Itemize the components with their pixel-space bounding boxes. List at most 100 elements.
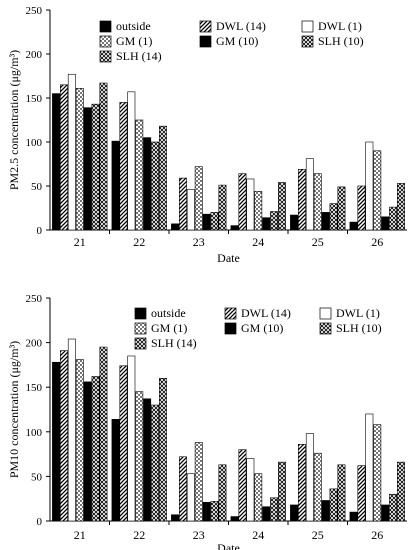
bar bbox=[297, 168, 306, 231]
bar bbox=[321, 212, 330, 231]
legend-swatch bbox=[134, 337, 147, 350]
bar bbox=[67, 73, 76, 231]
bar bbox=[305, 433, 314, 522]
bar bbox=[210, 501, 219, 522]
bar bbox=[389, 493, 397, 522]
y-axis-label: PM10 concentration (μg/m³) bbox=[7, 341, 21, 478]
bar bbox=[127, 91, 136, 231]
x-tick-label: 25 bbox=[312, 528, 324, 542]
x-tick-label: 22 bbox=[133, 235, 145, 249]
bar bbox=[111, 140, 120, 231]
bar bbox=[329, 488, 338, 522]
legend: outside DWL (14) DWL (1) GM (1) GM (10) SLH (… bbox=[134, 306, 382, 350]
bar bbox=[179, 456, 187, 522]
bar bbox=[305, 158, 314, 231]
y-tick-label: 0 bbox=[37, 516, 43, 528]
bar bbox=[290, 504, 298, 522]
bar bbox=[277, 461, 286, 522]
x-tick-label: 25 bbox=[312, 235, 324, 249]
pm10-chart-panel: 0 50 100 150 200 250 PM10 concentration (μg/m³… bbox=[7, 293, 407, 550]
bar bbox=[59, 350, 68, 522]
legend: outside DWL (14) DWL (1) GM (1) GM (10) SLH (… bbox=[99, 19, 364, 63]
bar bbox=[194, 442, 203, 522]
bar bbox=[321, 500, 330, 522]
legend-label: GM (1) bbox=[116, 34, 152, 48]
legend-label: SLH (14) bbox=[151, 336, 197, 350]
bar bbox=[246, 178, 255, 231]
bar bbox=[270, 211, 278, 231]
legend-label: SLH (10) bbox=[318, 34, 364, 48]
bar bbox=[67, 338, 76, 522]
bar bbox=[171, 223, 179, 231]
legend-label: DWL (1) bbox=[336, 306, 380, 320]
bar bbox=[75, 359, 84, 522]
bar bbox=[246, 458, 255, 522]
bar bbox=[337, 186, 346, 231]
bar bbox=[59, 84, 68, 231]
bar bbox=[349, 221, 358, 231]
bar bbox=[365, 141, 374, 231]
legend-label: GM (10) bbox=[241, 321, 283, 335]
legend-label: SLH (10) bbox=[336, 321, 382, 335]
bar bbox=[202, 501, 211, 522]
y-axis-label: PM2.5 concentration (μg/m³) bbox=[7, 50, 21, 190]
x-tick-label: 23 bbox=[193, 528, 205, 542]
bar bbox=[111, 419, 120, 522]
bar bbox=[83, 107, 92, 231]
bar bbox=[171, 514, 179, 522]
bar bbox=[159, 125, 167, 231]
y-tick-label: 50 bbox=[31, 181, 43, 193]
bar bbox=[135, 119, 144, 231]
x-axis-label: Date bbox=[217, 541, 240, 550]
bar bbox=[135, 391, 144, 522]
legend-swatch bbox=[134, 322, 147, 335]
legend-label: DWL (1) bbox=[318, 19, 362, 33]
bar bbox=[262, 217, 271, 231]
legend-swatch bbox=[199, 20, 212, 33]
legend-swatch bbox=[224, 322, 237, 335]
bar bbox=[349, 511, 358, 522]
x-tick-label: 24 bbox=[252, 235, 264, 249]
y-tick-label: 100 bbox=[26, 427, 43, 439]
bar bbox=[143, 398, 152, 522]
legend-swatch bbox=[319, 307, 332, 320]
bar bbox=[290, 214, 298, 231]
x-tick-label: 24 bbox=[252, 528, 264, 542]
bar bbox=[254, 473, 263, 522]
bar bbox=[381, 504, 390, 522]
x-tick-label: 21 bbox=[74, 528, 86, 542]
x-tick-label: 21 bbox=[74, 235, 86, 249]
bar bbox=[254, 190, 263, 231]
x-tick-label: 22 bbox=[133, 528, 145, 542]
bar bbox=[313, 173, 322, 231]
bar bbox=[357, 465, 366, 522]
legend-swatch bbox=[134, 307, 147, 320]
bar bbox=[119, 102, 128, 231]
legend-swatch bbox=[99, 35, 112, 48]
legend-swatch bbox=[319, 322, 332, 335]
bar bbox=[52, 361, 61, 522]
bar bbox=[373, 150, 382, 231]
legend-label: DWL (14) bbox=[216, 19, 266, 33]
bar bbox=[83, 381, 92, 522]
bar bbox=[396, 183, 405, 231]
bar bbox=[262, 506, 271, 522]
y-tick-label: 0 bbox=[37, 225, 43, 237]
bar bbox=[277, 182, 286, 231]
bar bbox=[230, 516, 239, 522]
legend-swatch bbox=[301, 35, 314, 48]
legend-label: outside bbox=[151, 306, 186, 320]
x-tick-label: 26 bbox=[371, 235, 383, 249]
legend-swatch bbox=[99, 20, 112, 33]
x-tick-label: 23 bbox=[193, 235, 205, 249]
x-axis-label: Date bbox=[217, 251, 240, 265]
bar bbox=[329, 203, 338, 231]
bar bbox=[151, 141, 159, 231]
bar bbox=[238, 449, 247, 522]
bar bbox=[52, 93, 61, 231]
y-tick-label: 200 bbox=[26, 338, 43, 350]
bar bbox=[218, 184, 227, 231]
pm25-chart-panel: 0 50 100 150 200 250 PM2.5 concentration (μg/m… bbox=[7, 5, 407, 265]
bar bbox=[186, 473, 195, 522]
